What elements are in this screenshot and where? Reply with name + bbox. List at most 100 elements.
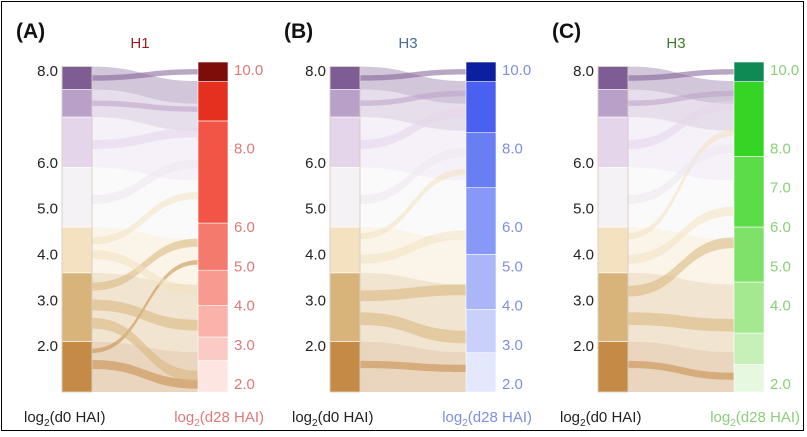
flow-ribbon (92, 128, 198, 149)
right-axis-title: log2(d28 HAI) (442, 409, 532, 429)
flow-bands (628, 66, 734, 392)
left-tick-label: 8.0 (305, 63, 326, 80)
flow-ribbon (628, 143, 734, 204)
flow-ribbon (360, 360, 466, 373)
flow-band (628, 167, 734, 240)
left-bar-segment (597, 116, 629, 168)
right-tick-labels: 2.0 3.0 4.0 5.0 6.0 8.0 10.0 (502, 62, 531, 393)
left-bar-segment (61, 116, 93, 168)
flow-ribbon (360, 108, 466, 149)
left-tick-label: 8.0 (37, 63, 58, 80)
right-bar-segment (733, 155, 765, 228)
right-tick-label: 2.0 (770, 376, 791, 393)
left-bar-segment (329, 89, 361, 118)
right-tick-label: 7.0 (770, 180, 791, 197)
flow-ribbon (92, 191, 198, 245)
left-bar-outline (329, 66, 361, 393)
flow-ribbon (628, 237, 734, 297)
flow-ribbon (628, 69, 734, 81)
flow-band (92, 89, 198, 131)
right-tick-label: 5.0 (502, 258, 523, 275)
left-bar (597, 66, 629, 393)
flow-band (628, 227, 734, 285)
left-tick-label: 8.0 (573, 63, 594, 80)
flow-ribbons (360, 69, 466, 373)
right-bar (197, 61, 229, 393)
left-bar-outline (597, 66, 629, 393)
left-tick-label: 5.0 (573, 201, 594, 218)
right-bar-segment (465, 132, 497, 189)
left-axis-title: log2(d0 HAI) (292, 409, 373, 429)
flow-ribbon (360, 147, 466, 204)
right-tick-label: 6.0 (502, 219, 523, 236)
flow-ribbon (92, 317, 198, 382)
right-bar-segment (733, 332, 765, 365)
left-bar-segment (329, 341, 361, 393)
flow-ribbon (92, 159, 198, 204)
left-bar-segment (597, 341, 629, 393)
panel-3: (C) H3 2.0 3.0 4.0 5.0 6.0 8.0 2.0 4.0 5.0 6.0 7.0 8.… (552, 20, 800, 429)
left-bar-segment (597, 66, 629, 90)
figure-frame: (A) H1 2.0 3.0 4.0 5.0 6.0 8.0 2.0 3.0 4.0 5.0 6.0 8.… (1, 1, 804, 431)
right-bar-segment (197, 61, 229, 82)
right-tick-label: 3.0 (234, 337, 255, 354)
flow-band (628, 272, 734, 353)
left-axis-title: log2(d0 HAI) (24, 409, 105, 429)
flow-ribbons (92, 69, 198, 389)
left-tick-labels: 2.0 3.0 4.0 5.0 6.0 8.0 (573, 63, 594, 355)
right-tick-label: 8.0 (502, 140, 523, 157)
flow-ribbon (628, 100, 734, 149)
flow-band (360, 117, 466, 181)
sankey-figure: (A) H1 2.0 3.0 4.0 5.0 6.0 8.0 2.0 3.0 4.0 5.0 6.0 8.… (16, 20, 800, 429)
left-tick-label: 6.0 (573, 155, 594, 172)
flow-ribbon (92, 100, 198, 112)
flow-ribbons (628, 69, 734, 380)
left-tick-label: 5.0 (37, 201, 58, 218)
right-tick-label: 8.0 (234, 140, 255, 157)
right-bar (733, 61, 765, 393)
panel-1: (A) H1 2.0 3.0 4.0 5.0 6.0 8.0 2.0 3.0 4.0 5.0 6.0 8.… (16, 20, 264, 429)
right-bar-segment (465, 187, 497, 255)
right-bar-segment (465, 61, 497, 82)
left-tick-label: 4.0 (305, 247, 326, 264)
right-bar-segment (465, 254, 497, 310)
flow-ribbon (360, 69, 466, 81)
flow-ribbon (628, 360, 734, 380)
left-bar-segment (61, 66, 93, 90)
right-tick-label: 6.0 (234, 219, 255, 236)
left-tick-label: 2.0 (573, 338, 594, 355)
right-axis-title: log2(d28 HAI) (710, 409, 800, 429)
right-bar-segment (197, 120, 229, 224)
right-bar (465, 61, 497, 393)
flow-band (92, 167, 198, 240)
left-bar-segment (597, 167, 629, 228)
right-tick-labels: 2.0 3.0 4.0 5.0 6.0 8.0 10.0 (234, 62, 263, 393)
left-bar-segment (329, 226, 361, 274)
panel-title: H1 (130, 35, 149, 52)
right-tick-labels: 2.0 4.0 5.0 6.0 7.0 8.0 10.0 (770, 62, 799, 393)
left-tick-label: 6.0 (305, 155, 326, 172)
panel-2: (B) H3 2.0 3.0 4.0 5.0 6.0 8.0 2.0 3.0 4.0 5.0 6.0 8.… (284, 20, 532, 429)
right-tick-label: 5.0 (770, 258, 791, 275)
right-tick-label: 3.0 (502, 337, 523, 354)
left-axis-title: log2(d0 HAI) (560, 409, 641, 429)
right-bar-segment (733, 281, 765, 334)
right-bar-segment (733, 81, 765, 157)
right-bar-segment (197, 336, 229, 361)
left-bar (329, 66, 361, 393)
panel-title: H3 (666, 35, 685, 52)
left-bar-segment (597, 226, 629, 274)
panel-label: (C) (552, 20, 581, 43)
left-bar-outline (61, 66, 93, 393)
flow-ribbon (628, 129, 734, 240)
right-tick-label: 10.0 (502, 62, 531, 79)
right-bar-segment (197, 222, 229, 271)
right-bar-segment (733, 61, 765, 82)
flow-band (628, 341, 734, 392)
right-bar-segment (197, 360, 229, 393)
flow-ribbon (92, 250, 198, 295)
right-bar-segment (197, 269, 229, 306)
flow-band (628, 117, 734, 181)
right-tick-label: 10.0 (770, 62, 799, 79)
right-tick-label: 4.0 (234, 298, 255, 315)
